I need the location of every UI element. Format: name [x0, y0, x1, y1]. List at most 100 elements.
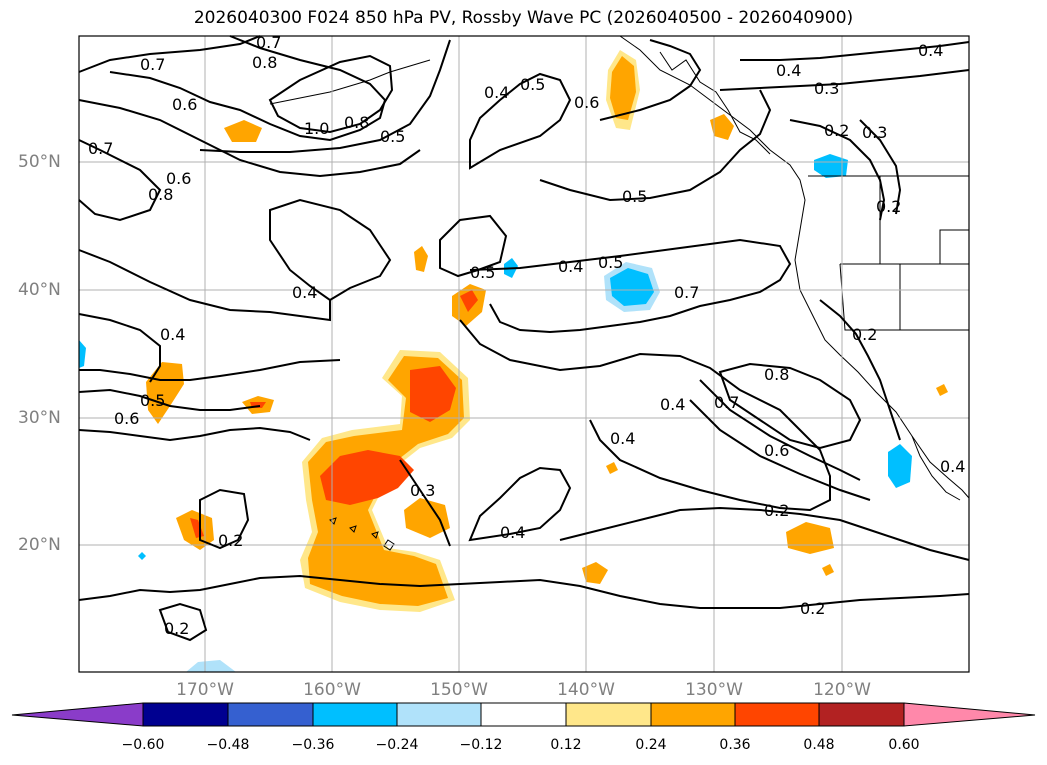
contour-0.7-nw	[78, 35, 261, 73]
colorbar-bin	[818, 702, 905, 727]
shade-139w-17n	[582, 562, 608, 584]
contour-0.4-ne	[740, 41, 970, 61]
contour-0.6-east	[689, 399, 871, 501]
contour-0.4-loop	[539, 89, 772, 202]
contour-label: 0.8	[344, 113, 369, 132]
contour-label: 0.4	[292, 283, 317, 302]
colorbar-bin	[734, 702, 820, 727]
contour-0.2-coast	[819, 299, 901, 441]
colorbar-under-arrow	[11, 702, 144, 727]
contour-0.2-sw	[158, 602, 208, 642]
colorbar-tick-label: 0.12	[550, 737, 582, 753]
contour-0.2-se	[559, 506, 970, 561]
contour-label: 0.3	[814, 79, 839, 98]
contour-label: 0.4	[484, 83, 509, 102]
contour-0.5-aleut	[199, 39, 451, 153]
contour-label: 0.2	[852, 325, 877, 344]
lat-label-50n: 50°N	[18, 152, 61, 172]
shade-123w-21n	[786, 522, 834, 554]
contour-label: 0.8	[148, 185, 173, 204]
lon-label-150w: 150°W	[430, 680, 488, 700]
contour-label: 0.4	[160, 325, 185, 344]
contour-0.6-nc	[599, 39, 702, 121]
contour-label: 0.5	[140, 391, 165, 410]
aleutian-chain	[269, 59, 431, 105]
colorbar-bin	[142, 702, 229, 727]
contour-label: 0.7	[140, 55, 165, 74]
shade-small-3	[936, 384, 948, 396]
baja-coast	[911, 435, 961, 501]
contour-label: 0.2	[164, 619, 189, 638]
shade-aleutian	[224, 120, 262, 142]
contour-label: 0.4	[610, 429, 635, 448]
contour-0.6-west	[78, 99, 421, 178]
pv-contours	[78, 35, 970, 642]
contour-0.8-west	[78, 139, 162, 222]
contour-0.7-east	[699, 379, 861, 481]
colorbar-tick-label: −0.48	[206, 737, 250, 753]
shade-central-mid	[404, 498, 450, 538]
shade-137w-55n-core	[610, 56, 636, 120]
shade-west-32n	[146, 362, 184, 424]
contour-0.3-ne2	[859, 119, 902, 215]
neg-bottom	[186, 660, 236, 672]
contour-0.5-left	[79, 359, 341, 381]
contour-0.3-central	[399, 459, 451, 547]
colorbar-over-arrow	[903, 702, 1036, 727]
shade-small-2	[822, 564, 834, 576]
colorbar-tick-label: −0.12	[459, 737, 503, 753]
contour-label: 0.6	[574, 93, 599, 112]
map-frame	[78, 35, 970, 673]
contour-label: 0.8	[252, 53, 277, 72]
lat-label-20n: 20°N	[18, 535, 61, 555]
shade-128w-53n	[710, 114, 734, 140]
shade-155w-42n	[414, 246, 428, 272]
colorbar	[11, 702, 1036, 727]
contour-label: 0.5	[520, 75, 545, 94]
coast-islands	[659, 51, 771, 155]
colorbar-bin	[565, 702, 652, 727]
contour-label: 0.5	[470, 263, 495, 282]
lon-label-140w: 140°W	[557, 680, 615, 700]
contour-0.4-mid	[439, 214, 508, 278]
contour-0.8-north	[109, 35, 387, 142]
colorbar-bin	[396, 702, 482, 727]
contour-label: 0.4	[918, 41, 943, 60]
contour-label: 0.2	[764, 501, 789, 520]
colorbar-tick-label: −0.60	[121, 737, 165, 753]
contour-0.4-center	[459, 319, 831, 512]
contour-label: 0.7	[714, 393, 739, 412]
neg-122w-50n	[814, 154, 848, 178]
contour-label: 0.7	[674, 283, 699, 302]
contour-0.2-ne	[789, 119, 886, 221]
lon-label-170w: 170°W	[176, 680, 234, 700]
contour-1.0-north	[268, 54, 394, 134]
colorbar-tick-label: −0.24	[375, 737, 419, 753]
contour-0.5-nc	[469, 72, 572, 170]
contour-label: 0.7	[88, 139, 113, 158]
neg-117w-26n	[888, 444, 912, 488]
contour-0.4-west	[78, 198, 392, 322]
contour-0.2-west	[199, 488, 250, 550]
colorbar-bin	[227, 702, 314, 727]
contour-label: 0.4	[776, 61, 801, 80]
chart-title: 2026040300 F024 850 hPa PV, Rossby Wave …	[193, 8, 854, 28]
contour-label: 0.8	[764, 365, 789, 384]
contour-label: 0.4	[660, 395, 685, 414]
lon-label-130w: 130°W	[685, 680, 743, 700]
colorbar-tick-label: 0.60	[888, 737, 920, 753]
colorbar-bin	[650, 702, 736, 727]
contour-label: 0.2	[800, 599, 825, 618]
contour-label: 0.2	[218, 531, 243, 550]
neg-west-edge	[79, 340, 86, 368]
contour-labels: 0.7 0.8 0.7 0.6 0.7 0.8 0.6 1.0 0.8 0.5 …	[88, 33, 965, 638]
contour-label: 0.5	[598, 253, 623, 272]
neg-small	[138, 552, 146, 560]
shade-152w-40n-core	[460, 290, 478, 312]
colorbar-tick-label: 0.48	[803, 737, 835, 753]
lon-label-160w: 160°W	[303, 680, 361, 700]
contour-label: 0.6	[114, 409, 139, 428]
colorbar-tick-label: −0.36	[291, 737, 335, 753]
contour-label: 0.6	[764, 441, 789, 460]
